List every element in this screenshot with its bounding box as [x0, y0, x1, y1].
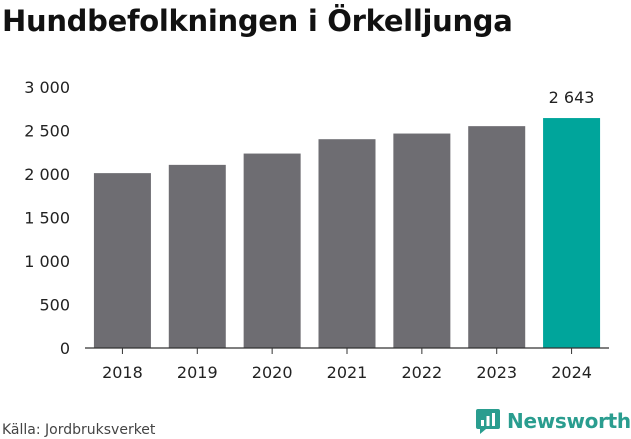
x-tick-label: 2021	[327, 363, 368, 382]
chart-title: Hundbefolkningen i Örkelljunga	[2, 4, 513, 38]
x-axis: 2018 2019 2020 2021 2022 2023 2024	[85, 347, 609, 382]
y-tick-label: 1 000	[24, 252, 70, 271]
bar-2019	[168, 164, 226, 348]
y-tick-label: 2 000	[24, 165, 70, 184]
bar-2018	[93, 173, 151, 348]
x-tick-label: 2024	[551, 363, 592, 382]
x-tick-label: 2018	[102, 363, 143, 382]
x-tick-label: 2019	[177, 363, 218, 382]
bar-2023	[468, 126, 526, 349]
y-tick-label: 2 500	[24, 122, 70, 141]
x-tick-label: 2020	[252, 363, 293, 382]
brand-logo: Newsworthy	[475, 408, 631, 434]
data-label-highlight: 2 643	[549, 88, 595, 107]
y-tick-label: 0	[60, 339, 70, 358]
bars	[93, 118, 601, 349]
bar-2020	[243, 153, 301, 348]
newsworthy-logo-icon	[476, 409, 500, 434]
y-tick-label: 500	[39, 296, 70, 315]
y-tick-label: 1 500	[24, 209, 70, 228]
bar-2024	[543, 118, 601, 349]
y-tick-label: 3 000	[24, 78, 70, 97]
source-note: Källa: Jordbruksverket	[2, 422, 156, 438]
bar-2022	[393, 133, 451, 348]
bar-2021	[318, 139, 376, 348]
x-tick-label: 2022	[401, 363, 442, 382]
data-labels: 2 643	[549, 88, 595, 107]
y-axis: 0 500 1 000 1 500 2 000 2 500 3 000	[24, 78, 70, 358]
brand-name: Newsworthy	[507, 409, 631, 433]
x-tick-label: 2023	[476, 363, 517, 382]
